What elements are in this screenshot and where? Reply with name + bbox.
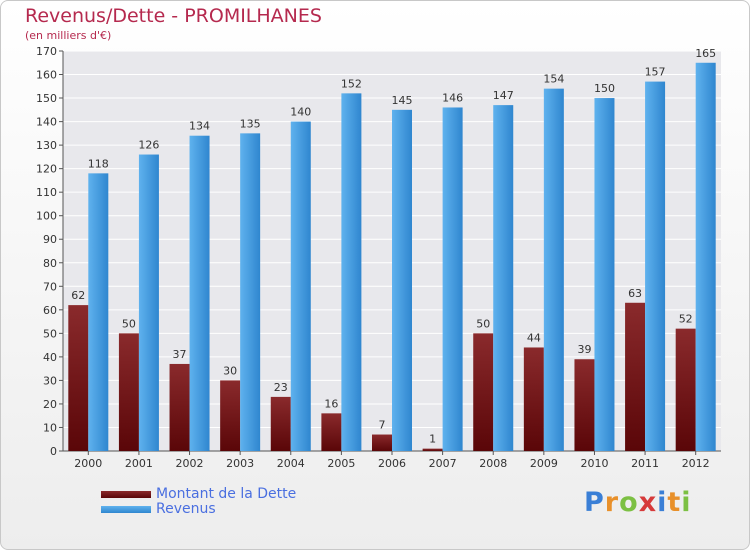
x-tick-label: 2011 bbox=[631, 457, 659, 470]
y-tick-label: 30 bbox=[43, 374, 57, 387]
data-label-revenus: 150 bbox=[594, 82, 615, 95]
data-label-dette: 30 bbox=[223, 364, 237, 377]
legend-label-dette: Montant de la Dette bbox=[156, 486, 297, 502]
bar-dette bbox=[118, 333, 139, 451]
logo-letter: r bbox=[604, 487, 620, 518]
bar-revenus bbox=[442, 107, 463, 452]
data-label-dette: 52 bbox=[679, 313, 693, 326]
x-tick-label: 2002 bbox=[176, 457, 204, 470]
data-label-dette: 44 bbox=[527, 331, 541, 344]
data-label-revenus: 134 bbox=[189, 120, 210, 133]
x-tick-label: 2001 bbox=[125, 457, 153, 470]
bar-dette bbox=[625, 302, 646, 451]
data-label-revenus: 157 bbox=[645, 66, 666, 79]
x-tick-label: 2003 bbox=[226, 457, 254, 470]
data-label-dette: 7 bbox=[379, 419, 386, 432]
proxiti-logo: Proxiti bbox=[584, 487, 692, 518]
bar-revenus bbox=[138, 154, 159, 451]
y-tick-label: 40 bbox=[43, 351, 57, 364]
logo-letter: i bbox=[681, 487, 692, 518]
data-label-dette: 23 bbox=[274, 381, 288, 394]
logo-letter: P bbox=[584, 487, 605, 518]
bar-revenus bbox=[189, 135, 210, 452]
bar-revenus bbox=[88, 173, 109, 451]
bar-dette bbox=[220, 380, 241, 451]
bar-revenus bbox=[240, 133, 261, 451]
bar-dette bbox=[270, 396, 291, 451]
chart-title: Revenus/Dette - PROMILHANES bbox=[25, 5, 322, 27]
data-label-revenus: 126 bbox=[138, 139, 159, 152]
data-label-dette: 39 bbox=[577, 343, 591, 356]
data-label-dette: 62 bbox=[71, 289, 85, 302]
bar-revenus bbox=[594, 98, 615, 451]
bar-dette bbox=[574, 359, 595, 451]
y-tick-label: 90 bbox=[43, 233, 57, 246]
x-tick-label: 2010 bbox=[580, 457, 608, 470]
bar-dette bbox=[675, 328, 696, 451]
bar-revenus bbox=[493, 105, 514, 451]
data-label-revenus: 118 bbox=[88, 157, 109, 170]
bar-dette bbox=[372, 434, 392, 451]
x-tick-label: 2007 bbox=[429, 457, 457, 470]
bar-dette bbox=[523, 347, 544, 451]
x-tick-label: 2004 bbox=[277, 457, 305, 470]
y-tick-label: 50 bbox=[43, 327, 57, 340]
y-tick-label: 80 bbox=[43, 257, 57, 270]
y-tick-label: 110 bbox=[36, 186, 57, 199]
y-tick-label: 170 bbox=[36, 45, 57, 58]
y-tick-label: 160 bbox=[36, 69, 57, 82]
legend-swatch-dette bbox=[101, 491, 151, 498]
legend-label-revenus: Revenus bbox=[156, 501, 216, 517]
x-tick-label: 2009 bbox=[530, 457, 558, 470]
logo-letter: i bbox=[657, 487, 668, 518]
chart-subtitle: (en milliers d'€) bbox=[25, 29, 112, 42]
bar-revenus bbox=[341, 93, 362, 452]
bar-revenus bbox=[392, 109, 412, 451]
bar-revenus bbox=[290, 121, 311, 452]
x-tick-label: 2006 bbox=[378, 457, 406, 470]
bar-revenus bbox=[543, 88, 564, 451]
x-tick-label: 2012 bbox=[682, 457, 710, 470]
data-label-revenus: 147 bbox=[493, 89, 514, 102]
bar-dette bbox=[68, 305, 89, 451]
data-label-revenus: 154 bbox=[543, 73, 564, 86]
data-label-dette: 50 bbox=[476, 317, 490, 330]
y-tick-label: 10 bbox=[43, 421, 57, 434]
logo-letter: t bbox=[667, 487, 682, 518]
y-tick-label: 60 bbox=[43, 304, 57, 317]
y-tick-label: 140 bbox=[36, 116, 57, 129]
data-label-revenus: 145 bbox=[392, 94, 413, 107]
data-label-dette: 37 bbox=[173, 348, 187, 361]
y-tick-label: 0 bbox=[50, 445, 57, 458]
x-tick-label: 2005 bbox=[327, 457, 355, 470]
y-tick-label: 20 bbox=[43, 398, 57, 411]
bar-dette bbox=[422, 448, 443, 451]
y-tick-label: 70 bbox=[43, 280, 57, 293]
logo-letter: o bbox=[619, 487, 639, 518]
data-label-revenus: 146 bbox=[442, 91, 463, 104]
bar-dette bbox=[321, 413, 342, 451]
y-tick-label: 130 bbox=[36, 139, 57, 152]
logo-letter: x bbox=[638, 487, 658, 518]
bar-dette bbox=[473, 333, 494, 451]
bar-dette bbox=[169, 363, 190, 451]
x-tick-label: 2008 bbox=[479, 457, 507, 470]
bar-revenus bbox=[645, 81, 666, 452]
data-label-dette: 1 bbox=[429, 433, 436, 446]
data-label-revenus: 140 bbox=[290, 106, 311, 119]
y-tick-label: 120 bbox=[36, 163, 57, 176]
data-label-revenus: 165 bbox=[695, 47, 716, 60]
data-label-revenus: 152 bbox=[341, 77, 362, 90]
data-label-dette: 63 bbox=[628, 287, 642, 300]
x-tick-label: 2000 bbox=[74, 457, 102, 470]
bar-revenus bbox=[695, 62, 716, 451]
y-tick-label: 100 bbox=[36, 210, 57, 223]
data-label-revenus: 135 bbox=[240, 117, 261, 130]
data-label-dette: 16 bbox=[324, 397, 338, 410]
y-tick-label: 150 bbox=[36, 92, 57, 105]
data-label-dette: 50 bbox=[122, 317, 136, 330]
legend-swatch-revenus bbox=[101, 506, 151, 513]
